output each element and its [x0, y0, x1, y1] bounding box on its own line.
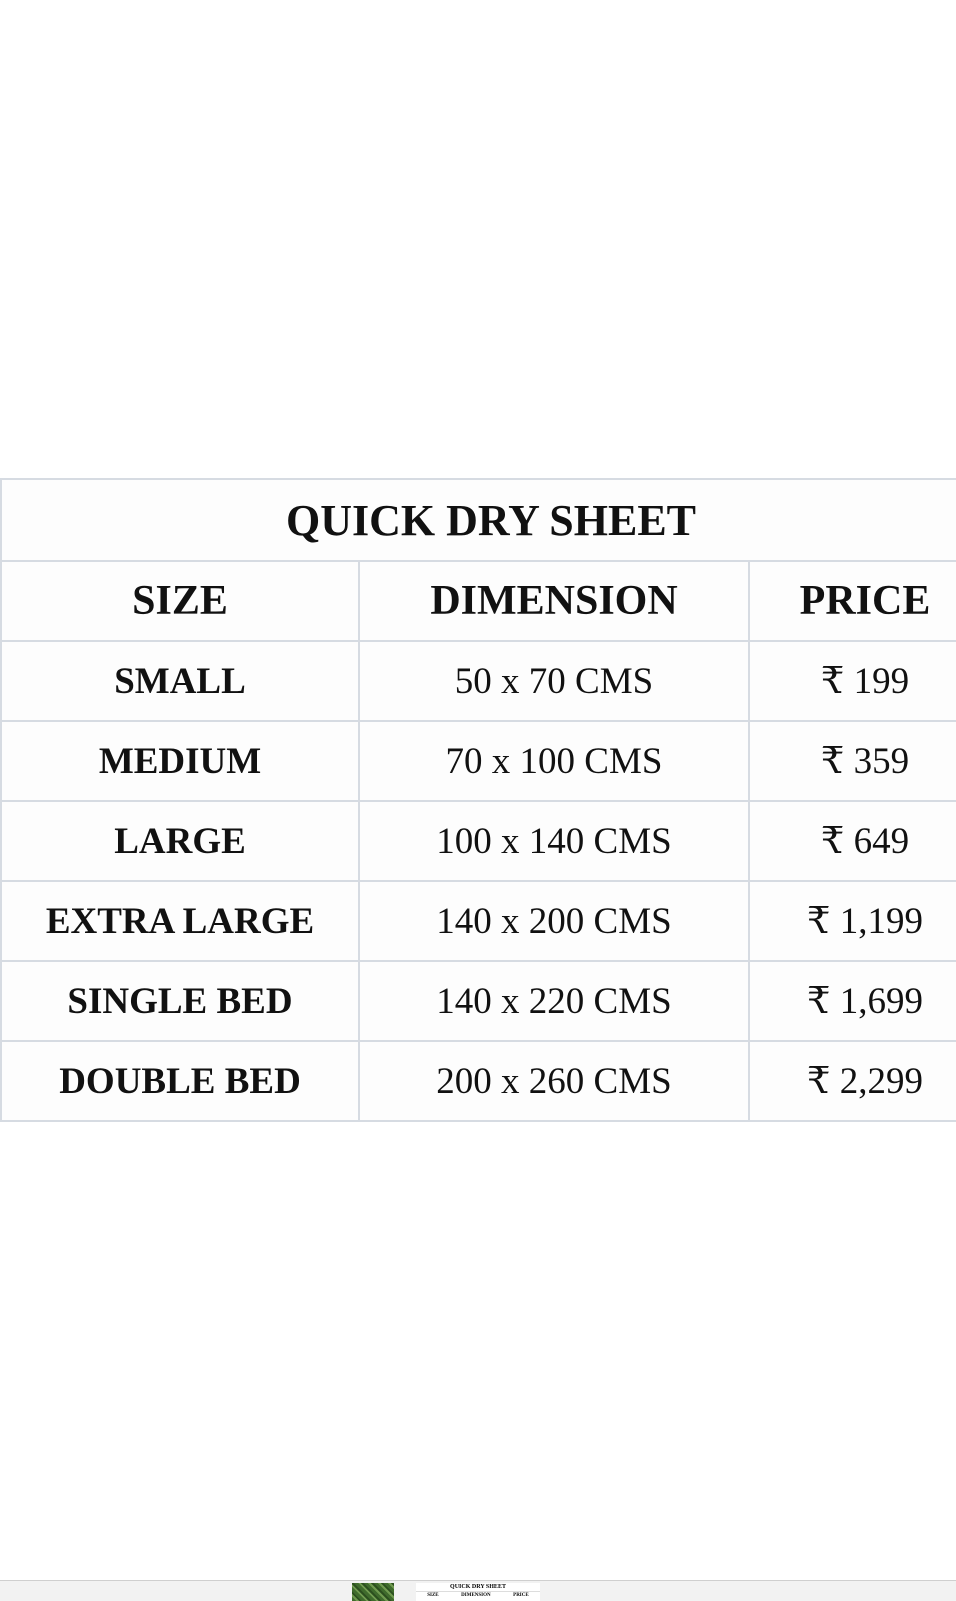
table-title: QUICK DRY SHEET — [0, 478, 956, 562]
table-row: MEDIUM 70 x 100 CMS ₹ 359 — [0, 720, 956, 802]
size-cell: LARGE — [0, 800, 360, 882]
dimension-cell: 200 x 260 CMS — [358, 1040, 750, 1122]
table-row: SINGLE BED 140 x 220 CMS ₹ 1,699 — [0, 960, 956, 1042]
header-size: SIZE — [0, 560, 360, 642]
price-cell: ₹ 359 — [747, 720, 956, 802]
table-row: SMALL 50 x 70 CMS ₹ 199 — [0, 640, 956, 722]
header-price: PRICE — [747, 560, 956, 642]
dimension-cell: 100 x 140 CMS — [358, 800, 750, 882]
table-row: DOUBLE BED 200 x 260 CMS ₹ 2,299 — [0, 1040, 956, 1122]
dimension-cell: 140 x 200 CMS — [358, 880, 750, 962]
price-cell: ₹ 1,199 — [747, 880, 956, 962]
dimension-cell: 50 x 70 CMS — [358, 640, 750, 722]
header-dimension: DIMENSION — [358, 560, 750, 642]
product-image-size-chart: QUICK DRY SHEET SIZE DIMENSION PRICE SMA… — [0, 478, 956, 1122]
thumbnail-header: DIMENSION — [461, 1593, 491, 1598]
size-cell: EXTRA LARGE — [0, 880, 360, 962]
dimension-cell: 140 x 220 CMS — [358, 960, 750, 1042]
size-cell: MEDIUM — [0, 720, 360, 802]
thumbnail-green-sheet[interactable] — [352, 1583, 394, 1601]
thumbnail-header: SIZE — [427, 1593, 439, 1598]
size-cell: SINGLE BED — [0, 960, 360, 1042]
price-cell: ₹ 2,299 — [747, 1040, 956, 1122]
thumbnail-strip: QUICK DRY SHEET SIZE DIMENSION PRICE — [0, 1580, 956, 1601]
thumbnail-size-chart[interactable]: QUICK DRY SHEET SIZE DIMENSION PRICE — [416, 1583, 540, 1601]
thumbnail-title: QUICK DRY SHEET — [450, 1584, 506, 1590]
table-row: LARGE 100 x 140 CMS ₹ 649 — [0, 800, 956, 882]
size-cell: DOUBLE BED — [0, 1040, 360, 1122]
table-row: EXTRA LARGE 140 x 200 CMS ₹ 1,199 — [0, 880, 956, 962]
dimension-cell: 70 x 100 CMS — [358, 720, 750, 802]
size-cell: SMALL — [0, 640, 360, 722]
thumbnail-header: PRICE — [513, 1593, 529, 1598]
price-cell: ₹ 199 — [747, 640, 956, 722]
size-price-table: QUICK DRY SHEET SIZE DIMENSION PRICE SMA… — [0, 478, 956, 1122]
price-cell: ₹ 1,699 — [747, 960, 956, 1042]
price-cell: ₹ 649 — [747, 800, 956, 882]
